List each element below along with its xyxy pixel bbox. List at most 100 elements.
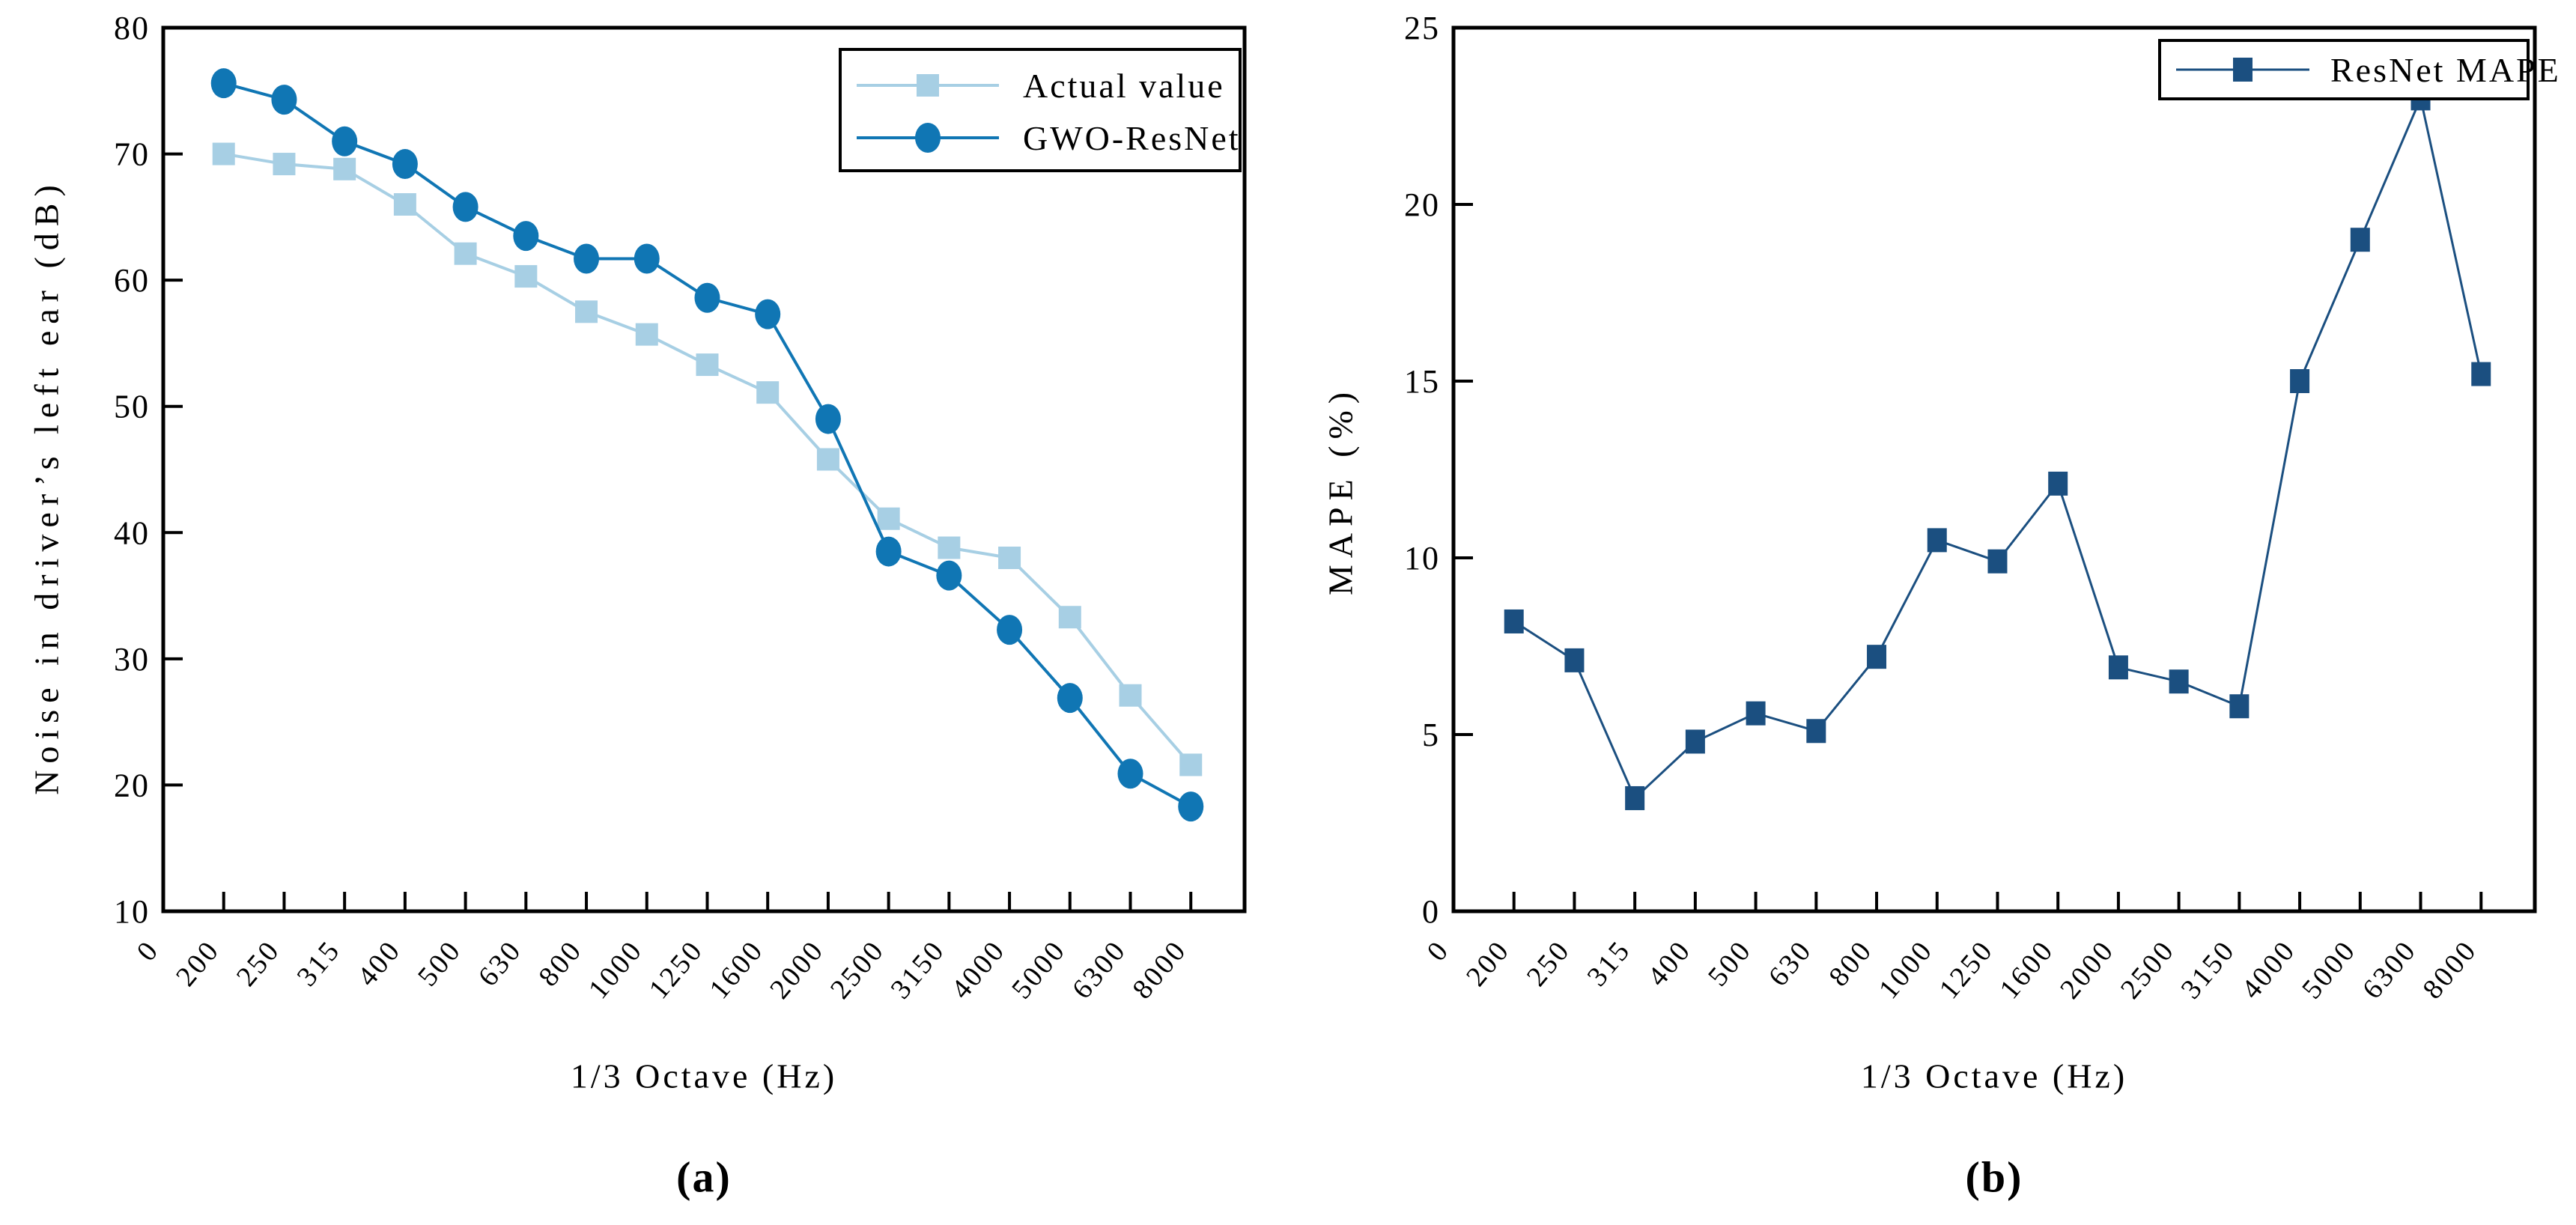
y-tick-label: 10 bbox=[1404, 540, 1440, 577]
y-axis: 10 20 30 40 50 60 70 80 bbox=[114, 10, 183, 930]
x-tick-label: 400 bbox=[351, 934, 407, 993]
legend-label: Actual value bbox=[1023, 67, 1225, 105]
x-tick-label: 800 bbox=[532, 934, 589, 993]
data-point bbox=[2229, 694, 2250, 719]
data-point bbox=[513, 221, 539, 252]
x-tick-label: 8000 bbox=[2416, 934, 2483, 1005]
data-point bbox=[998, 547, 1021, 569]
x-tick-label: 2500 bbox=[2115, 934, 2181, 1005]
data-point bbox=[1178, 791, 1204, 822]
x-tick-label: 1250 bbox=[643, 934, 710, 1005]
y-tick-label: 0 bbox=[1422, 893, 1440, 930]
y-tick-label: 15 bbox=[1404, 363, 1440, 400]
data-point bbox=[875, 536, 902, 567]
chart-a-canvas: 0 200 250 315 400 500 630 800100012501600200025… bbox=[114, 10, 1247, 1005]
data-point bbox=[2048, 471, 2068, 496]
x-tick-label: 500 bbox=[412, 934, 468, 993]
y-axis: 0 5 10 15 20 25 bbox=[1404, 10, 1473, 930]
x-tick-label: 2000 bbox=[2054, 934, 2121, 1005]
y-tick-label: 25 bbox=[1404, 10, 1440, 46]
data-point bbox=[393, 193, 416, 216]
data-point bbox=[1179, 753, 1203, 776]
panel-b-y-axis-label: MAPE (%) bbox=[1321, 385, 1360, 596]
legend: ResNet MAPE bbox=[2158, 39, 2559, 100]
x-tick-label: 3150 bbox=[2175, 934, 2242, 1005]
data-point bbox=[1504, 609, 1524, 633]
legend-box bbox=[839, 48, 1242, 172]
data-point bbox=[756, 381, 780, 404]
chart-b-canvas: 0 200 250 315 400 500 630 800100012501600200025… bbox=[1404, 10, 2559, 1005]
x-tick-label: 2500 bbox=[824, 934, 891, 1005]
x-tick-label: 630 bbox=[1763, 934, 1819, 993]
data-point bbox=[1117, 759, 1143, 789]
y-tick-label: 50 bbox=[114, 389, 150, 425]
data-point bbox=[273, 153, 296, 176]
data-point bbox=[271, 85, 297, 115]
data-point bbox=[452, 192, 479, 222]
x-tick-label: 200 bbox=[170, 934, 226, 993]
panel-a-caption: (a) bbox=[676, 1152, 732, 1202]
legend-marker bbox=[2233, 58, 2253, 82]
x-tick-label: 400 bbox=[1641, 934, 1698, 993]
x-tick-label: 3150 bbox=[885, 934, 952, 1005]
series-line bbox=[223, 152, 1192, 766]
series-line bbox=[223, 82, 1192, 808]
y-tick-label: 10 bbox=[114, 893, 150, 930]
data-point bbox=[574, 243, 600, 274]
legend-marker bbox=[917, 74, 939, 97]
data-point bbox=[514, 265, 538, 288]
data-point bbox=[210, 68, 237, 99]
data-point bbox=[2290, 369, 2310, 393]
legend-box bbox=[2158, 39, 2530, 100]
data-point bbox=[815, 404, 841, 434]
data-point bbox=[938, 536, 961, 559]
data-point bbox=[2471, 362, 2491, 386]
legend-label: GWO-ResNet bbox=[1023, 119, 1241, 157]
y-tick-label: 5 bbox=[1422, 717, 1440, 753]
y-tick-label: 70 bbox=[114, 136, 150, 173]
y-tick-label: 20 bbox=[114, 767, 150, 803]
data-point bbox=[575, 300, 598, 323]
data-point bbox=[997, 615, 1023, 645]
x-tick-label: 250 bbox=[1521, 934, 1577, 993]
x-tick-label: 1600 bbox=[1993, 934, 2060, 1005]
series-gwo-resnet bbox=[210, 68, 1204, 822]
data-point bbox=[1867, 645, 1887, 669]
data-point bbox=[1987, 549, 2008, 574]
x-axis: 0 200 250 315 400 500 630 800100012501600200025… bbox=[131, 892, 1193, 1005]
y-tick-label: 40 bbox=[114, 514, 150, 551]
x-tick-label: 1000 bbox=[583, 934, 649, 1005]
x-tick-label: 8000 bbox=[1126, 934, 1193, 1005]
x-tick-label: 5000 bbox=[1006, 934, 1072, 1005]
data-point bbox=[694, 282, 720, 313]
x-tick-label: 315 bbox=[291, 934, 347, 993]
data-point bbox=[634, 243, 660, 274]
series-resnet-mape bbox=[1504, 86, 2491, 810]
x-tick-label: 630 bbox=[473, 934, 529, 993]
data-point bbox=[2108, 655, 2128, 680]
x-tick-label: 0 bbox=[131, 934, 165, 967]
panel-b-x-axis-label: 1/3 Octave (Hz) bbox=[1860, 1057, 2128, 1095]
series-actual-value bbox=[212, 142, 1203, 776]
panel-b-caption: (b) bbox=[1965, 1152, 2023, 1202]
data-point bbox=[696, 353, 719, 377]
data-point bbox=[2350, 228, 2370, 252]
data-point bbox=[635, 323, 658, 346]
y-tick-label: 60 bbox=[114, 262, 150, 299]
data-point bbox=[755, 299, 781, 329]
data-point bbox=[1058, 606, 1081, 629]
data-point bbox=[212, 142, 235, 165]
x-tick-label: 1600 bbox=[703, 934, 770, 1005]
x-tick-label: 5000 bbox=[2296, 934, 2363, 1005]
panel-a-x-axis-label: 1/3 Octave (Hz) bbox=[570, 1057, 838, 1095]
x-tick-label: 6300 bbox=[2357, 934, 2423, 1005]
data-point bbox=[1746, 701, 1766, 726]
data-point bbox=[936, 560, 962, 591]
legend: Actual value GWO-ResNet bbox=[839, 48, 1242, 172]
y-tick-label: 80 bbox=[114, 10, 150, 46]
data-point bbox=[2169, 669, 2189, 694]
data-point bbox=[332, 126, 358, 156]
x-tick-label: 315 bbox=[1581, 934, 1637, 993]
x-tick-label: 500 bbox=[1702, 934, 1758, 993]
